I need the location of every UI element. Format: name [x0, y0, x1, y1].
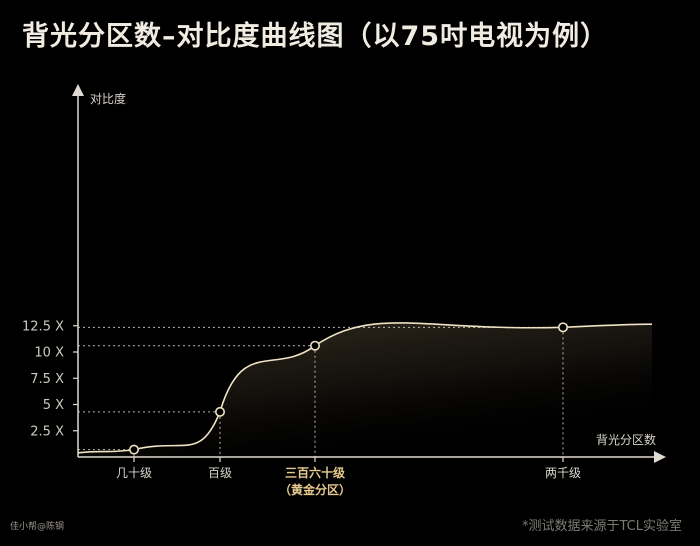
- x-category-label: 两千级: [545, 466, 581, 480]
- chart-title: 背光分区数–对比度曲线图（以75吋电视为例）: [22, 21, 609, 52]
- y-axis-title: 对比度: [90, 91, 126, 106]
- data-point: [557, 322, 568, 333]
- x-category-sublabel: （黄金分区）: [279, 482, 351, 497]
- x-category-label: 几十级: [116, 466, 152, 480]
- x-category-label: 百级: [208, 466, 232, 480]
- y-tick-label: 7.5 X: [30, 372, 64, 387]
- x-axis-title: 背光分区数: [596, 432, 656, 447]
- y-tick-label: 5 X: [43, 398, 64, 413]
- x-category-label: 三百六十级: [285, 465, 345, 480]
- watermark: 佳小帮@陈钢: [10, 522, 65, 532]
- source-note: *测试数据来源于TCL实验室: [522, 519, 682, 534]
- data-point: [129, 444, 140, 455]
- data-point: [309, 340, 320, 351]
- y-tick-label: 12.5 X: [22, 319, 64, 334]
- data-point: [215, 406, 226, 417]
- y-tick-label: 10 X: [34, 346, 64, 361]
- y-tick-label: 2.5 X: [30, 424, 64, 439]
- curve-area-fill: [78, 322, 652, 457]
